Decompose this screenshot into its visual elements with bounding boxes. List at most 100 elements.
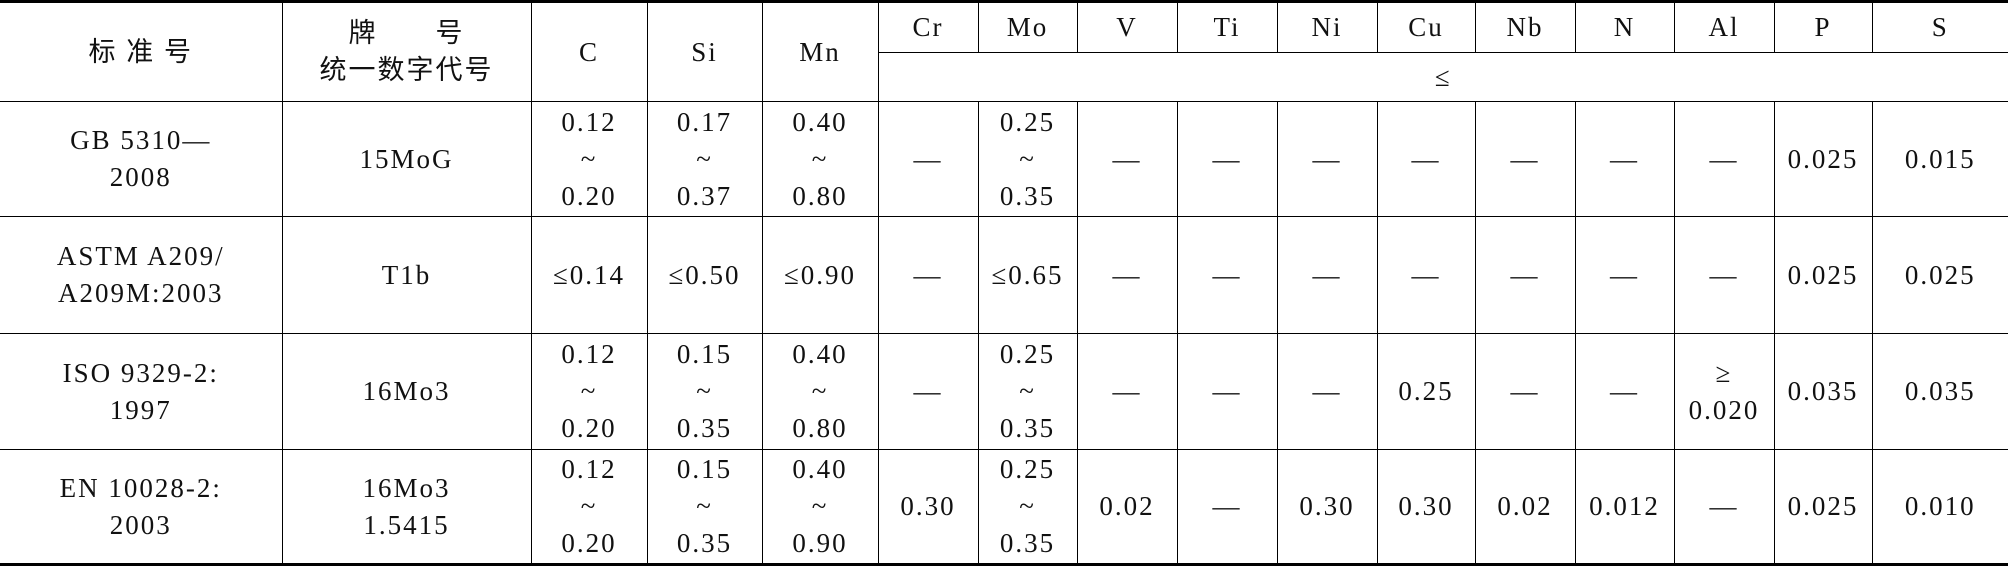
- header-cell: Al: [1673, 1, 1775, 53]
- cell-line: 16Mo3: [362, 472, 451, 503]
- data-row: GB 5310— 2008 15MoG 0.12 ~0.20 0.17 ~0.37 0.40 ~…: [0, 101, 2008, 217]
- cell-line: T1b: [381, 259, 432, 290]
- cell-line: 0.35: [999, 413, 1056, 443]
- cell-line: 0.40: [792, 454, 848, 484]
- data-cell: T1b: [281, 216, 532, 334]
- header-cell: V: [1076, 1, 1178, 53]
- cell-line: —: [1610, 143, 1639, 174]
- cell-line: ≤: [1434, 61, 1452, 92]
- cell-line: 0.12: [561, 454, 617, 484]
- data-cell: —: [1574, 101, 1675, 217]
- data-cell: —: [1673, 449, 1775, 565]
- data-cell: 0.025: [1773, 449, 1873, 565]
- cell-line: 0.25: [999, 106, 1056, 137]
- header-cell: 标 准 号: [0, 1, 283, 102]
- cell-line: —: [1112, 143, 1142, 174]
- data-cell: 0.025: [1773, 216, 1873, 334]
- cell-line: N: [1613, 12, 1636, 42]
- cell-line: 0.35: [676, 413, 733, 443]
- header-cell: 牌 号统一数字代号: [281, 1, 532, 102]
- data-cell: 0.02: [1474, 449, 1576, 565]
- cell-line: ~: [811, 491, 829, 521]
- cell-line: 0.37: [676, 180, 733, 211]
- header-cell: Nb: [1474, 1, 1576, 53]
- cell-line: S: [1931, 12, 1949, 42]
- data-cell: 0.12 ~0.20: [530, 101, 648, 217]
- cell-line: —: [1212, 259, 1242, 290]
- cell-line: ≤0.90: [783, 259, 857, 290]
- data-cell: 0.30: [1376, 449, 1476, 565]
- data-cell: ≤0.65: [977, 216, 1078, 334]
- header-row: ≤: [0, 52, 2008, 102]
- data-cell: 0.25 ~0.35: [977, 333, 1078, 450]
- cell-line: Si: [691, 36, 718, 67]
- header-cell: N: [1574, 1, 1675, 53]
- cell-line: 0.035: [1787, 376, 1859, 406]
- cell-line: 0.30: [1299, 491, 1355, 521]
- data-cell: 0.025: [1773, 101, 1873, 217]
- cell-line: 15MoG: [359, 143, 454, 174]
- data-row: ASTM A209/A209M:2003 T1b ≤0.14 ≤0.50 ≤0.90 — ≤…: [0, 216, 2008, 334]
- cell-line: 0.20: [561, 413, 617, 443]
- data-cell: 16Mo3: [281, 333, 532, 450]
- data-cell: —: [1176, 216, 1278, 334]
- data-cell: 0.40 ~0.80: [761, 101, 879, 217]
- cell-line: GB 5310—: [70, 125, 212, 155]
- data-cell: 0.12 ~0.20: [530, 449, 648, 565]
- header-cell: ≤: [878, 52, 2008, 102]
- cell-line: 0.025: [1787, 259, 1859, 290]
- cell-line: —: [1212, 143, 1242, 174]
- cell-line: —: [1212, 491, 1242, 521]
- cell-line: Cr: [912, 12, 944, 42]
- data-cell: ASTM A209/A209M:2003: [0, 216, 283, 334]
- cell-line: —: [1112, 376, 1142, 406]
- cell-line: 0.020: [1688, 394, 1760, 425]
- data-cell: 16Mo3 1.5415: [281, 449, 532, 565]
- cell-line: 牌 号: [348, 18, 465, 48]
- cell-line: —: [913, 143, 943, 174]
- data-cell: 0.25: [1376, 333, 1476, 450]
- cell-line: 0.15: [676, 454, 733, 484]
- header-cell: P: [1773, 1, 1873, 53]
- cell-line: 0.015: [1904, 143, 1976, 174]
- cell-line: Nb: [1506, 12, 1544, 42]
- cell-line: 2003: [109, 509, 172, 540]
- cell-line: 0.30: [1398, 491, 1454, 521]
- cell-line: —: [1709, 491, 1739, 521]
- cell-line: —: [1610, 376, 1639, 406]
- data-cell: 15MoG: [281, 101, 532, 217]
- cell-line: 16Mo3: [362, 376, 451, 406]
- header-cell: Si: [646, 1, 763, 102]
- data-cell: ISO 9329-2: 1997: [0, 333, 283, 450]
- cell-line: —: [1312, 143, 1342, 174]
- data-cell: —: [1276, 216, 1378, 334]
- cell-line: 0.40: [792, 106, 848, 137]
- data-cell: 0.010: [1871, 449, 2008, 565]
- cell-line: ~: [811, 376, 829, 406]
- cell-line: —: [1411, 259, 1441, 290]
- cell-line: V: [1116, 12, 1138, 42]
- data-cell: —: [1376, 216, 1476, 334]
- cell-line: 0.20: [561, 528, 617, 558]
- header-cell: Cr: [877, 1, 979, 53]
- cell-line: 2008: [109, 162, 172, 192]
- cell-line: 0.35: [999, 180, 1056, 211]
- cell-line: P: [1814, 12, 1832, 42]
- cell-line: —: [1112, 259, 1142, 290]
- cell-line: ~: [580, 143, 598, 174]
- data-cell: 0.30: [877, 449, 979, 565]
- cell-line: —: [1510, 143, 1540, 174]
- cell-line: —: [1610, 259, 1639, 290]
- cell-line: —: [1312, 376, 1342, 406]
- cell-line: C: [578, 36, 599, 67]
- cell-line: 0.80: [792, 180, 848, 211]
- data-cell: —: [1176, 333, 1278, 450]
- data-cell: 0.025: [1871, 216, 2008, 334]
- data-cell: —: [1076, 101, 1178, 217]
- data-cell: 0.02: [1076, 449, 1178, 565]
- cell-line: Cu: [1408, 12, 1444, 42]
- cell-line: —: [913, 376, 943, 406]
